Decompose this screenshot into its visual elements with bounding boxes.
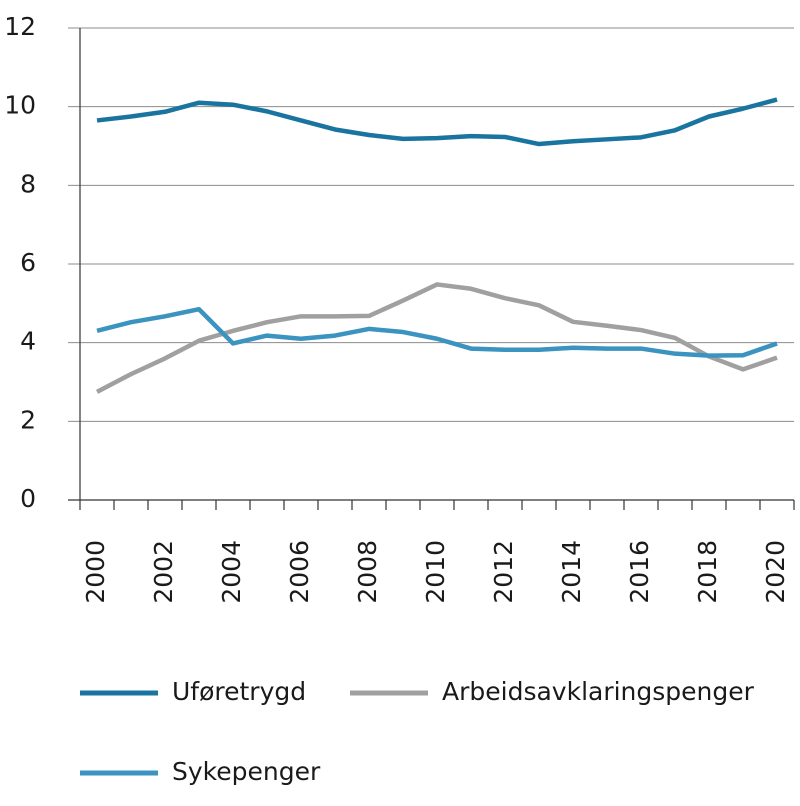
- legend-label: Sykepenger: [172, 757, 321, 786]
- series-line: [95, 282, 778, 394]
- x-tick-label: 2002: [149, 540, 178, 604]
- x-tick-label: 2004: [217, 540, 246, 604]
- x-tick-label: 2008: [353, 540, 382, 604]
- y-tick-label: 4: [20, 327, 36, 356]
- x-tick-label: 2016: [625, 540, 654, 604]
- legend-label: Arbeidsavklaringspenger: [442, 677, 755, 706]
- x-tick-label: 2000: [81, 540, 110, 604]
- x-tick-label: 2018: [693, 540, 722, 604]
- x-tick-label: 2014: [557, 540, 586, 604]
- x-tick-label: 2010: [421, 540, 450, 604]
- series-line: [96, 97, 778, 147]
- y-tick-label: 10: [4, 91, 36, 120]
- legend-label: Uføretrygd: [172, 677, 306, 706]
- y-tick-label: 2: [20, 405, 36, 434]
- y-tick-label: 0: [20, 484, 36, 513]
- series-line: [96, 306, 778, 358]
- y-tick-label: 6: [20, 248, 36, 277]
- y-tick-label: 8: [20, 169, 36, 198]
- x-tick-label: 2006: [285, 540, 314, 604]
- x-tick-label: 2020: [761, 540, 790, 604]
- y-tick-label: 12: [4, 12, 36, 41]
- x-tick-label: 2012: [489, 540, 518, 604]
